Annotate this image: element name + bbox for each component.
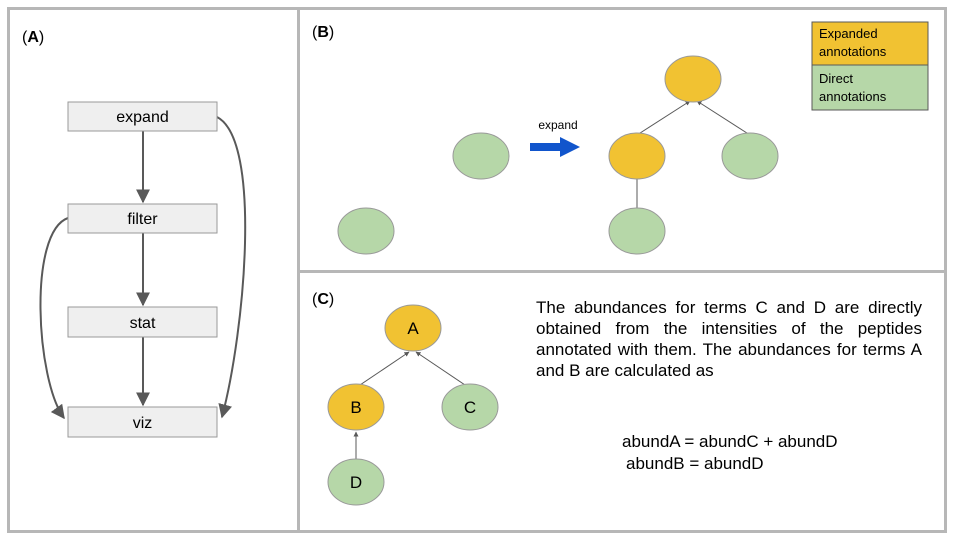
example-tree: A B C D — [327, 304, 499, 506]
node-c-label: C — [464, 398, 476, 417]
explanation-paragraph: The abundances for terms C and D are dir… — [536, 298, 922, 380]
edge-b-a — [356, 351, 410, 388]
node-c — [441, 383, 499, 431]
after-node-right — [721, 132, 779, 180]
step-box-stat — [67, 306, 218, 338]
legend-direct-line1: Direct — [819, 71, 853, 86]
formula-abundB: abundB = abundD — [626, 454, 764, 473]
workflow-diagram: expand filter stat viz — [39, 101, 247, 438]
after-node-left — [608, 132, 666, 180]
step-label-filter: filter — [127, 211, 158, 228]
step-label-stat: stat — [130, 315, 156, 332]
legend-expanded-line1: Expanded — [819, 26, 878, 41]
node-b-label: B — [350, 398, 361, 417]
step-label-viz: viz — [133, 415, 153, 432]
edge-c-a — [415, 351, 469, 388]
edge-filter-viz — [39, 217, 69, 420]
expansion-diagram: expand Expanded annotations Direct annot… — [337, 21, 929, 255]
node-a-label: A — [407, 319, 419, 338]
panel-c-label: (C) — [312, 291, 335, 308]
legend-expanded-line2: annotations — [819, 44, 887, 59]
panel-a — [7, 7, 300, 533]
step-box-expand — [67, 101, 218, 132]
node-d — [327, 458, 385, 506]
step-label-expand: expand — [116, 109, 169, 126]
expand-arrow-icon — [530, 137, 580, 157]
node-b — [327, 383, 385, 431]
legend-swatch-expanded — [811, 21, 929, 66]
edge-b-left-top — [636, 100, 691, 136]
step-box-viz — [67, 406, 218, 438]
before-node-1 — [452, 132, 510, 180]
panel-a-label: (A) — [22, 29, 45, 46]
step-box-filter — [67, 203, 218, 234]
panel-b-label: (B) — [312, 24, 335, 41]
legend: Expanded annotations Direct annotations — [811, 21, 929, 111]
legend-swatch-direct — [811, 64, 929, 111]
edge-b-right-top — [696, 100, 751, 136]
legend-direct-line2: annotations — [819, 89, 887, 104]
before-node-2 — [337, 207, 395, 255]
node-a — [384, 304, 442, 352]
after-node-bottom — [608, 207, 666, 255]
after-node-top — [664, 55, 722, 103]
edge-expand-viz — [216, 116, 247, 419]
formula-abundA: abundA = abundC + abundD — [622, 432, 838, 451]
expand-arrow-label: expand — [538, 118, 577, 132]
node-d-label: D — [350, 473, 362, 492]
